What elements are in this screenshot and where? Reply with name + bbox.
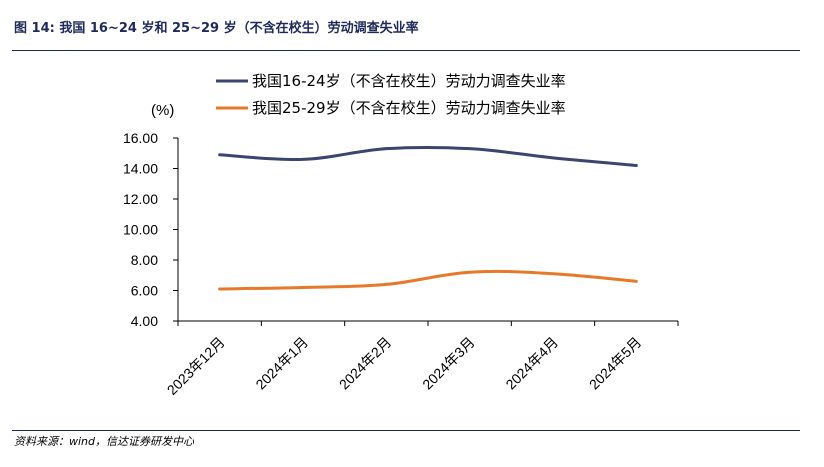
series-line-2	[218, 269, 638, 291]
y-ticks: 4.00 6.00 8.00 10.00 12.00 14.00 16.00	[123, 130, 178, 329]
figure-title: 图 14: 我国 16~24 岁和 25~29 岁（不含在校生）劳动调查失业率	[14, 21, 419, 36]
y-tick-label: 8.00	[131, 252, 158, 268]
x-tick-label: 2024年4月	[502, 334, 561, 393]
y-tick-label: 12.00	[123, 191, 158, 207]
line-chart: 我国16-24岁（不含在校生）劳动力调查失业率我国25-29岁（不含在校生）劳动…	[123, 72, 679, 398]
series-line-1	[218, 145, 638, 167]
x-tick-label: 2024年2月	[336, 334, 395, 393]
series	[218, 145, 638, 291]
x-tick-label: 2023年12月	[164, 334, 228, 398]
x-tick-label: 2024年1月	[252, 334, 311, 393]
top-rule	[12, 50, 800, 51]
y-axis-unit: (%)	[151, 102, 174, 119]
y-tick-label: 4.00	[131, 313, 158, 329]
x-tick-label: 2024年5月	[586, 334, 645, 393]
x-ticks: 2023年12月 2024年1月 2024年2月 2024年3月 2024年4月 2024…	[164, 321, 679, 398]
y-tick-label: 16.00	[123, 130, 158, 146]
y-tick-label: 6.00	[131, 283, 158, 299]
bottom-rule	[12, 430, 800, 431]
legend-label-1: 我国16-24岁（不含在校生）劳动力调查失业率	[252, 72, 566, 90]
y-tick-label: 14.00	[123, 161, 158, 177]
source-note: 资料来源：wind，信达证券研发中心	[14, 435, 195, 448]
axes	[177, 138, 678, 322]
legend-label-2: 我国25-29岁（不含在校生）劳动力调查失业率	[252, 99, 566, 117]
x-tick-label: 2024年3月	[419, 334, 478, 393]
y-tick-label: 10.00	[123, 222, 158, 238]
legend: 我国16-24岁（不含在校生）劳动力调查失业率我国25-29岁（不含在校生）劳动…	[216, 72, 566, 117]
